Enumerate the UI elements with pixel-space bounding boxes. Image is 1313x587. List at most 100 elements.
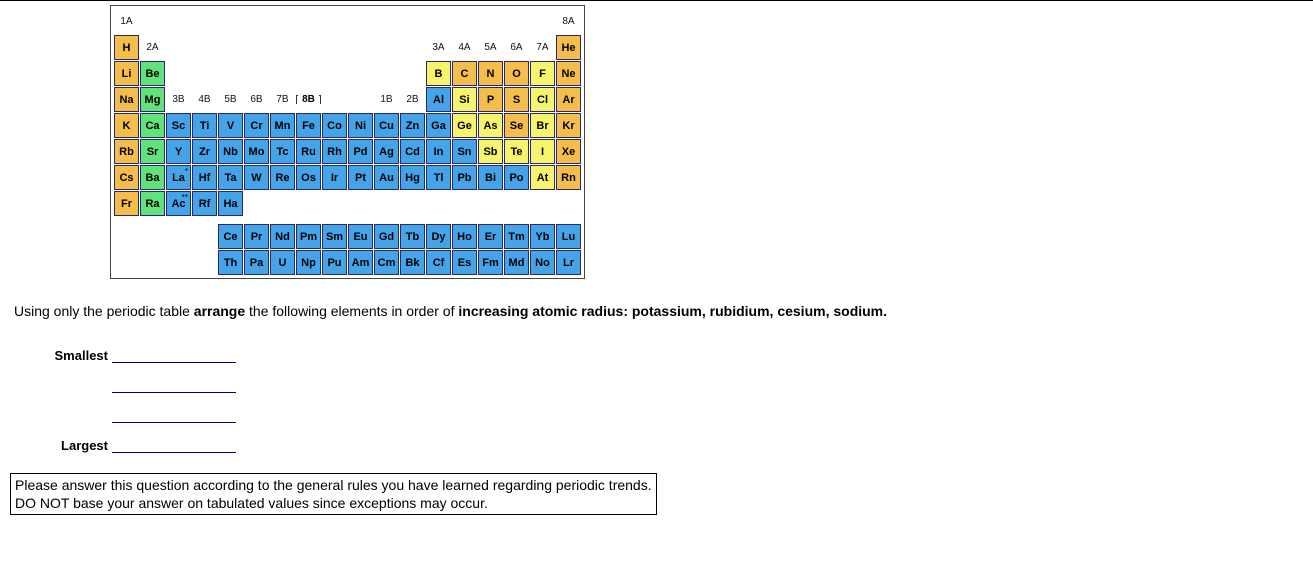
element-Au: Au: [374, 165, 399, 190]
question-arrange: arrange: [194, 303, 245, 319]
element-Ni: Ni: [348, 113, 373, 138]
element-Cs: Cs: [114, 165, 139, 190]
element-Ac: Ac**: [166, 191, 191, 216]
element-Tl: Tl: [426, 165, 451, 190]
element-Md: Md: [504, 250, 529, 275]
element-As: As: [478, 113, 503, 138]
element-Cd: Cd: [400, 139, 425, 164]
element-Fm: Fm: [478, 250, 503, 275]
group-header-4A: 4A: [452, 35, 477, 60]
element-Es: Es: [452, 250, 477, 275]
element-Gd: Gd: [374, 224, 399, 249]
element-C: C: [452, 61, 477, 86]
question-text: Using only the periodic table arrange th…: [14, 303, 1299, 319]
element-W: W: [244, 165, 269, 190]
answer-row-4: Largest: [18, 423, 1303, 453]
star-marker: *: [185, 167, 188, 176]
element-Sb: Sb: [478, 139, 503, 164]
group-header-2A: 2A: [140, 35, 165, 60]
element-Ge: Ge: [452, 113, 477, 138]
group-header-2B: 2B: [400, 87, 425, 112]
answer-block: Smallest Largest: [18, 333, 1303, 453]
element-Pt: Pt: [348, 165, 373, 190]
element-Nb: Nb: [218, 139, 243, 164]
element-Ag: Ag: [374, 139, 399, 164]
element-Hf: Hf: [192, 165, 217, 190]
element-Th: Th: [218, 250, 243, 275]
element-Li: Li: [114, 61, 139, 86]
element-H: H: [114, 35, 139, 60]
element-At: At: [530, 165, 555, 190]
element-Ar: Ar: [556, 87, 581, 112]
answer-input-3[interactable]: [112, 402, 236, 423]
element-Sm: Sm: [322, 224, 347, 249]
question-mid: the following elements in order of: [245, 303, 458, 319]
element-La: La*: [166, 165, 191, 190]
element-Be: Be: [140, 61, 165, 86]
element-Ru: Ru: [296, 139, 321, 164]
largest-label: Largest: [18, 438, 112, 453]
element-Tc: Tc: [270, 139, 295, 164]
answer-input-2[interactable]: [112, 372, 236, 393]
answer-row-3: [18, 393, 1303, 423]
element-Y: Y: [166, 139, 191, 164]
element-Sr: Sr: [140, 139, 165, 164]
group-header-1A: 1A: [114, 9, 139, 34]
element-Mn: Mn: [270, 113, 295, 138]
top-divider: [0, 0, 1313, 1]
element-Po: Po: [504, 165, 529, 190]
element-S: S: [504, 87, 529, 112]
element-Al: Al: [426, 87, 451, 112]
group-header-7A: 7A: [530, 35, 555, 60]
element-I: I: [530, 139, 555, 164]
periodic-table-container: 1A8AH2A3A4A5A6A7AHeLiBeBCNOFNeNaMg3B4B5B…: [110, 5, 1313, 279]
spacer: [114, 217, 139, 223]
element-Tm: Tm: [504, 224, 529, 249]
group-header-1B: 1B: [374, 87, 399, 112]
element-Am: Am: [348, 250, 373, 275]
question-bold-tail: increasing atomic radius: potassium, rub…: [458, 303, 887, 319]
element-V: V: [218, 113, 243, 138]
element-Os: Os: [296, 165, 321, 190]
element-Pm: Pm: [296, 224, 321, 249]
element-Lr: Lr: [556, 250, 581, 275]
answer-input-4[interactable]: [112, 432, 236, 453]
element-Ha: Ha: [218, 191, 243, 216]
element-Mg: Mg: [140, 87, 165, 112]
answer-input-1[interactable]: [112, 342, 236, 363]
element-Si: Si: [452, 87, 477, 112]
question-lead: Using only the periodic table: [14, 303, 194, 319]
element-Ca: Ca: [140, 113, 165, 138]
element-Kr: Kr: [556, 113, 581, 138]
element-In: In: [426, 139, 451, 164]
note-box: Please answer this question according to…: [10, 473, 657, 515]
element-Br: Br: [530, 113, 555, 138]
element-Ta: Ta: [218, 165, 243, 190]
element-Te: Te: [504, 139, 529, 164]
element-Bi: Bi: [478, 165, 503, 190]
group-header-6A: 6A: [504, 35, 529, 60]
element-N: N: [478, 61, 503, 86]
element-Nd: Nd: [270, 224, 295, 249]
element-Yb: Yb: [530, 224, 555, 249]
element-Xe: Xe: [556, 139, 581, 164]
group-header-7B: 7B: [270, 87, 295, 112]
element-Pr: Pr: [244, 224, 269, 249]
note-line-1: Please answer this question according to…: [15, 477, 652, 493]
element-F: F: [530, 61, 555, 86]
element-Ho: Ho: [452, 224, 477, 249]
periodic-table: 1A8AH2A3A4A5A6A7AHeLiBeBCNOFNeNaMg3B4B5B…: [110, 5, 585, 279]
group-header-8A: 8A: [556, 9, 581, 34]
element-Np: Np: [296, 250, 321, 275]
element-Cu: Cu: [374, 113, 399, 138]
element-Ga: Ga: [426, 113, 451, 138]
element-Pa: Pa: [244, 250, 269, 275]
group-header-5B: 5B: [218, 87, 243, 112]
element-Hg: Hg: [400, 165, 425, 190]
element-Cr: Cr: [244, 113, 269, 138]
element-Mo: Mo: [244, 139, 269, 164]
element-Pb: Pb: [452, 165, 477, 190]
group-header-6B: 6B: [244, 87, 269, 112]
answer-row-2: [18, 363, 1303, 393]
answer-row-1: Smallest: [18, 333, 1303, 363]
